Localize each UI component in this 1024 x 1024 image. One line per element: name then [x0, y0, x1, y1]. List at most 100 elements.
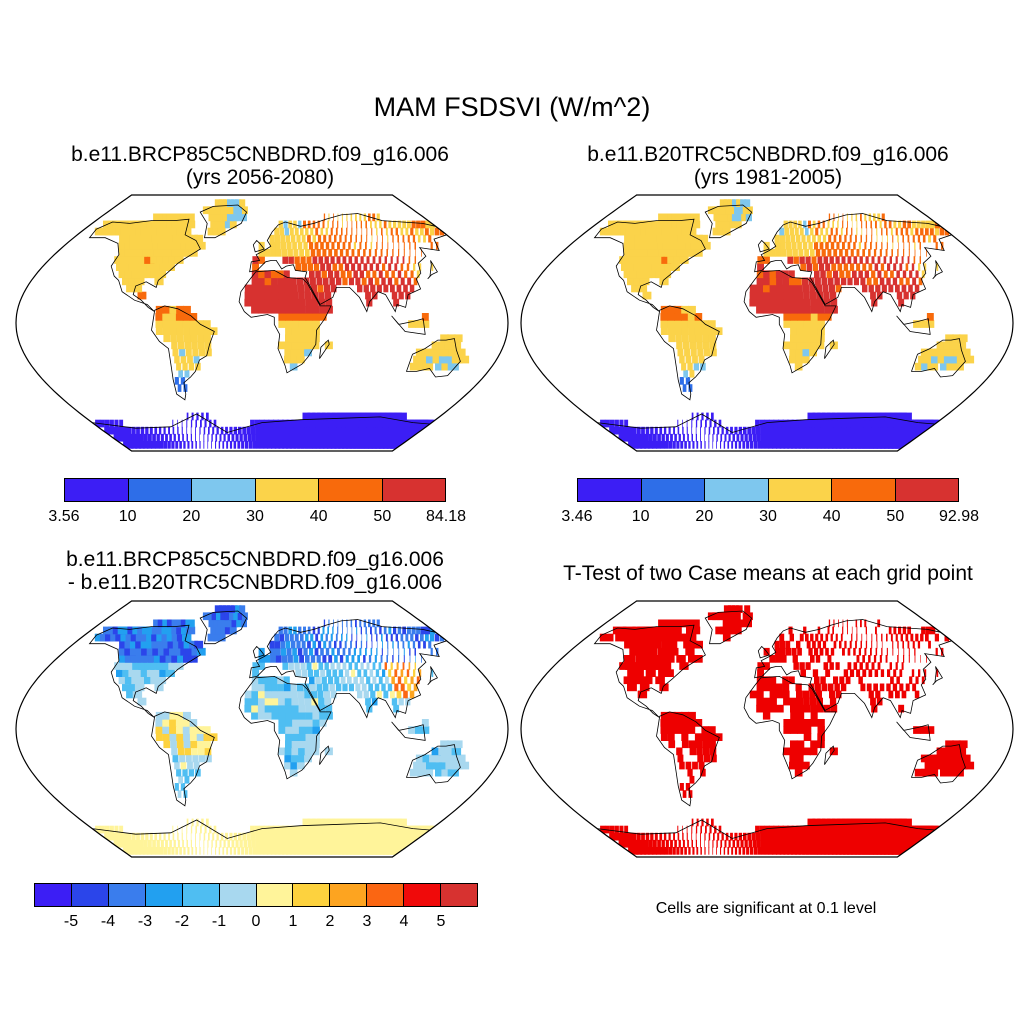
grid-cell — [708, 433, 710, 442]
colorbar-tick-label: 3.46 — [561, 508, 593, 525]
grid-cell — [205, 754, 212, 763]
grid-cell — [677, 832, 680, 841]
grid-cell — [317, 284, 324, 293]
grid-cell — [304, 697, 312, 706]
grid-cell — [835, 690, 842, 699]
grid-cell — [705, 825, 707, 834]
grid-cell — [203, 433, 205, 442]
grid-cell — [187, 441, 190, 449]
grid-cell — [847, 256, 852, 264]
grid-cell — [370, 626, 372, 635]
grid-cell — [858, 270, 863, 279]
grid-cell — [794, 362, 803, 371]
grid-cell — [216, 832, 219, 841]
grid-cell — [334, 676, 340, 685]
grid-cell — [793, 256, 799, 264]
grid-cell — [227, 433, 230, 442]
grid-cell — [829, 291, 837, 300]
grid-cell — [914, 241, 916, 250]
grid-cell — [357, 284, 363, 293]
grid-cell — [681, 334, 689, 343]
grid-cell — [291, 419, 299, 428]
grid-cell — [810, 249, 815, 257]
grid-cell — [859, 662, 863, 670]
grid-cell — [840, 683, 847, 692]
grid-cell — [419, 669, 422, 677]
grid-cell — [291, 697, 299, 706]
grid-cell — [339, 655, 344, 663]
grid-cell — [383, 220, 387, 229]
grid-cell — [305, 227, 309, 236]
grid-cell — [171, 227, 182, 236]
grid-cell — [390, 256, 393, 264]
grid-cell — [768, 426, 774, 435]
grid-cell — [889, 256, 892, 264]
grid-cell — [856, 626, 858, 635]
grid-cell — [327, 220, 329, 229]
grid-cell — [199, 832, 201, 841]
grid-cell — [312, 662, 318, 670]
grid-cell — [691, 832, 693, 841]
grid-cell — [336, 818, 346, 827]
grid-cell — [960, 754, 971, 763]
grid-cell — [833, 234, 837, 243]
grid-cell — [679, 761, 685, 770]
grid-cell — [723, 847, 726, 855]
grid-cell — [806, 640, 811, 649]
grid-cell — [865, 626, 867, 635]
grid-cell — [299, 249, 304, 257]
grid-cell — [898, 298, 905, 307]
grid-cell — [807, 412, 816, 421]
grid-cell — [332, 626, 334, 635]
grid-cell — [792, 249, 798, 257]
grid-cell — [757, 256, 765, 264]
grid-cell — [137, 270, 148, 279]
coastline — [88, 204, 461, 451]
grid-cell — [749, 847, 754, 855]
grid-cell — [347, 676, 352, 685]
grid-cell — [670, 263, 680, 271]
grid-cell — [304, 284, 311, 293]
grid-cell — [618, 839, 625, 848]
grid-cell — [301, 263, 308, 271]
grid-cell — [729, 626, 738, 635]
grid-cell — [856, 655, 860, 663]
grid-cell — [799, 633, 804, 642]
grid-cell — [613, 832, 620, 841]
grid-cell — [291, 740, 300, 749]
grid-cell — [775, 270, 783, 279]
grid-cell — [609, 832, 615, 841]
grid-cell — [908, 249, 910, 257]
grid-cell — [325, 647, 330, 656]
grid-cell — [305, 305, 313, 314]
grid-cell — [238, 832, 242, 841]
grid-cell — [182, 726, 191, 734]
grid-cell — [285, 711, 293, 720]
grid-cell — [335, 683, 342, 692]
grid-cell — [795, 683, 802, 692]
grid-cell — [695, 433, 697, 442]
grid-cell — [837, 220, 839, 229]
grid-cell — [791, 825, 799, 834]
grid-cell — [815, 633, 819, 642]
grid-cell — [824, 305, 832, 314]
grid-cell — [135, 433, 140, 442]
grid-cell — [183, 711, 191, 720]
grid-cell — [791, 241, 797, 250]
grid-cell — [810, 305, 818, 314]
grid-cell — [752, 433, 757, 442]
grid-cell — [657, 647, 668, 656]
grid-cell — [251, 697, 259, 706]
grid-cell — [181, 626, 191, 635]
grid-cell — [790, 327, 798, 335]
grid-cell — [631, 662, 643, 670]
grid-cell — [773, 419, 780, 428]
grid-cell — [380, 249, 383, 257]
grid-cell — [719, 199, 728, 207]
grid-cell — [219, 839, 222, 848]
grid-cell — [696, 241, 706, 250]
grid-cell — [870, 241, 872, 250]
grid-cell — [864, 647, 867, 656]
grid-cell — [197, 647, 206, 656]
grid-cell — [800, 419, 809, 428]
